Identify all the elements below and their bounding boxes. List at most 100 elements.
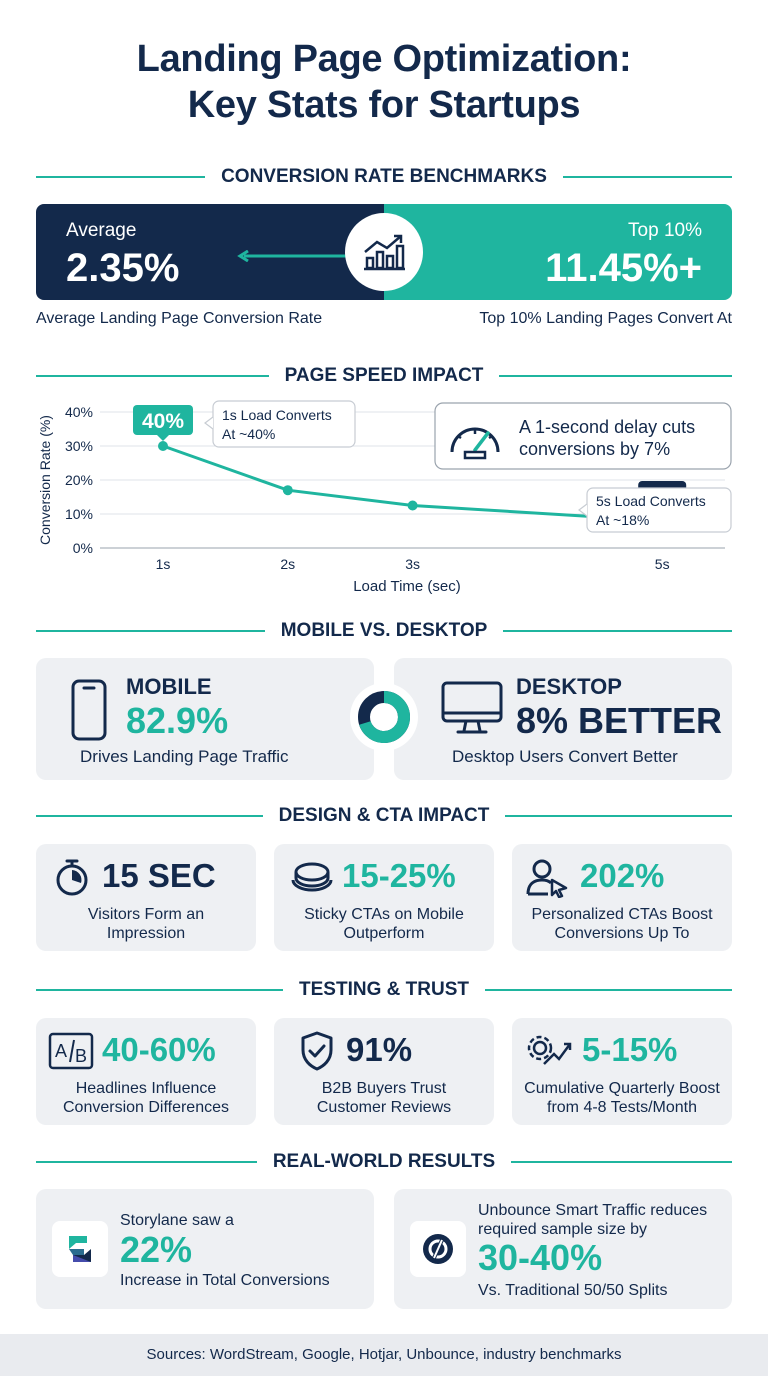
y-tick-label: 20% [65, 472, 93, 488]
callout-line: A 1-second delay cuts [519, 417, 695, 437]
caption-line: Visitors Form an [87, 906, 205, 923]
x-tick-label: 2s [280, 556, 295, 572]
user-cursor-icon [526, 859, 568, 898]
donut-chart-icon [350, 683, 418, 751]
section-header-speed: PAGE SPEED IMPACT [36, 364, 733, 388]
top-value: 11.45%+ [545, 246, 702, 290]
callout-line: conversions by 7% [519, 439, 670, 459]
stopwatch-icon [56, 859, 88, 896]
unbounce-value: 30-40% [478, 1237, 603, 1278]
y-tick-label: 30% [65, 438, 93, 454]
growth-chart-icon [345, 213, 423, 291]
testing-value: 5-15% [582, 1031, 678, 1068]
caption-line: Outperform [343, 925, 425, 942]
y-tick-label: 0% [73, 540, 93, 556]
caption-line: from 4-8 Tests/Month [547, 1099, 697, 1116]
benchmark-banner: Average 2.35% Top 10% 11.45%+ [36, 204, 732, 300]
design-value: 15-25% [342, 857, 456, 894]
desktop-caption: Desktop Users Convert Better [452, 747, 678, 766]
top-label: Top 10% [628, 220, 702, 241]
section-title: PAGE SPEED IMPACT [284, 365, 484, 386]
top-panel: Top 10% 11.45%+ [384, 204, 732, 300]
caption-line: Headlines Influence [75, 1080, 217, 1097]
section-title: TESTING & TRUST [299, 979, 469, 1000]
testing-value: 40-60% [102, 1031, 216, 1068]
shield-check-icon [301, 1031, 333, 1071]
mobile-title: MOBILE [126, 674, 212, 699]
section-title: DESIGN & CTA IMPACT [278, 805, 490, 826]
mobile-caption: Drives Landing Page Traffic [80, 747, 289, 766]
testing-value: 91% [346, 1031, 413, 1068]
storylane-intro: Storylane saw a [120, 1212, 234, 1229]
svg-text:B: B [75, 1046, 87, 1066]
testing-caption: B2B Buyers Trust Customer Reviews [274, 1079, 494, 1117]
section-header-results: REAL-WORLD RESULTS [36, 1150, 733, 1174]
ab-test-icon: A B [48, 1032, 94, 1070]
storylane-caption: Increase in Total Conversions [120, 1272, 330, 1289]
design-value: 202% [580, 857, 665, 894]
design-card-3: 202% Personalized CTAs Boost Conversions… [512, 844, 732, 951]
caption-line: B2B Buyers Trust [321, 1080, 447, 1097]
caption-line: Cumulative Quarterly Boost [524, 1080, 720, 1097]
unbounce-logo [410, 1221, 466, 1277]
svg-text:A: A [55, 1041, 67, 1061]
end-note-line: 5s Load Converts [596, 493, 706, 509]
start-badge [133, 405, 193, 435]
design-caption: Personalized CTAs Boost Conversions Up T… [512, 905, 732, 943]
data-point [282, 485, 293, 496]
y-tick-label: 10% [65, 506, 93, 522]
page-speed-chart: 0%10%20%30%40%1s2s3s5s6sLoad Time (sec)C… [37, 400, 732, 595]
testing-caption: Headlines Influence Conversion Differenc… [36, 1079, 256, 1117]
caption-line: Conversions Up To [554, 925, 690, 942]
caption-line: Conversion Differences [62, 1099, 229, 1116]
desktop-title: DESKTOP [516, 674, 622, 699]
design-card-2: 15-25% Sticky CTAs on Mobile Outperform [274, 844, 494, 951]
desktop-value: 8% BETTER [516, 700, 723, 741]
end-note-pointer [578, 503, 588, 517]
series-line [162, 444, 663, 523]
caption-line: Customer Reviews [316, 1099, 452, 1116]
section-header-testing: TESTING & TRUST [36, 978, 733, 1002]
start-note-line: At ~40% [222, 426, 275, 442]
unbounce-card: Unbounce Smart Traffic reduces required … [394, 1189, 732, 1309]
start-badge-pointer [157, 435, 169, 441]
title-line-1: Landing Page Optimization: [136, 38, 632, 80]
testing-card-1: A B 40-60% Headlines Influence Conversio… [36, 1018, 256, 1125]
design-value: 15 SEC [102, 857, 216, 894]
caption-line: Sticky CTAs on Mobile [304, 906, 464, 923]
section-header-benchmarks: CONVERSION RATE BENCHMARKS [36, 165, 732, 189]
desktop-card: DESKTOP 8% BETTER Desktop Users Convert … [394, 658, 732, 780]
title-line-2: Key Stats for Startups [187, 84, 581, 126]
intro-line: Unbounce Smart Traffic reduces [478, 1202, 708, 1219]
start-badge-label: 40% [142, 410, 184, 433]
intro-line: required sample size by [478, 1221, 647, 1238]
design-caption: Sticky CTAs on Mobile Outperform [274, 905, 494, 943]
mobile-value: 82.9% [126, 700, 229, 741]
data-point [158, 441, 168, 451]
start-note-line: 1s Load Converts [222, 407, 332, 423]
section-title: CONVERSION RATE BENCHMARKS [221, 166, 547, 187]
section-header-design: DESIGN & CTA IMPACT [36, 804, 733, 828]
design-card-1: 15 SEC Visitors Form an Impression [36, 844, 256, 951]
y-axis-label: Conversion Rate (%) [37, 415, 53, 545]
smartphone-icon [71, 679, 107, 741]
sources-footer: Sources: WordStream, Google, Hotjar, Unb… [0, 1334, 768, 1376]
average-caption: Average Landing Page Conversion Rate [36, 310, 323, 327]
x-tick-label: 3s [405, 556, 420, 572]
x-tick-label: 5s [655, 556, 670, 572]
x-axis-label: Load Time (sec) [353, 578, 461, 595]
y-tick-label: 40% [65, 404, 93, 420]
average-value: 2.35% [66, 246, 180, 290]
testing-card-3: 5-15% Cumulative Quarterly Boost from 4-… [512, 1018, 732, 1125]
section-title: REAL-WORLD RESULTS [272, 1151, 496, 1172]
gear-arrow-icon [527, 1035, 572, 1065]
button-icon [291, 862, 333, 892]
caption-line: Personalized CTAs Boost [531, 906, 713, 923]
callout-box [434, 402, 732, 470]
section-header-mobile: MOBILE VS. DESKTOP [36, 619, 733, 643]
speedometer-icon [450, 427, 500, 460]
storylane-value: 22% [120, 1229, 193, 1270]
testing-caption: Cumulative Quarterly Boost from 4-8 Test… [512, 1079, 732, 1117]
average-panel: Average 2.35% [36, 204, 384, 300]
storylane-card: Storylane saw a 22% Increase in Total Co… [36, 1189, 374, 1309]
